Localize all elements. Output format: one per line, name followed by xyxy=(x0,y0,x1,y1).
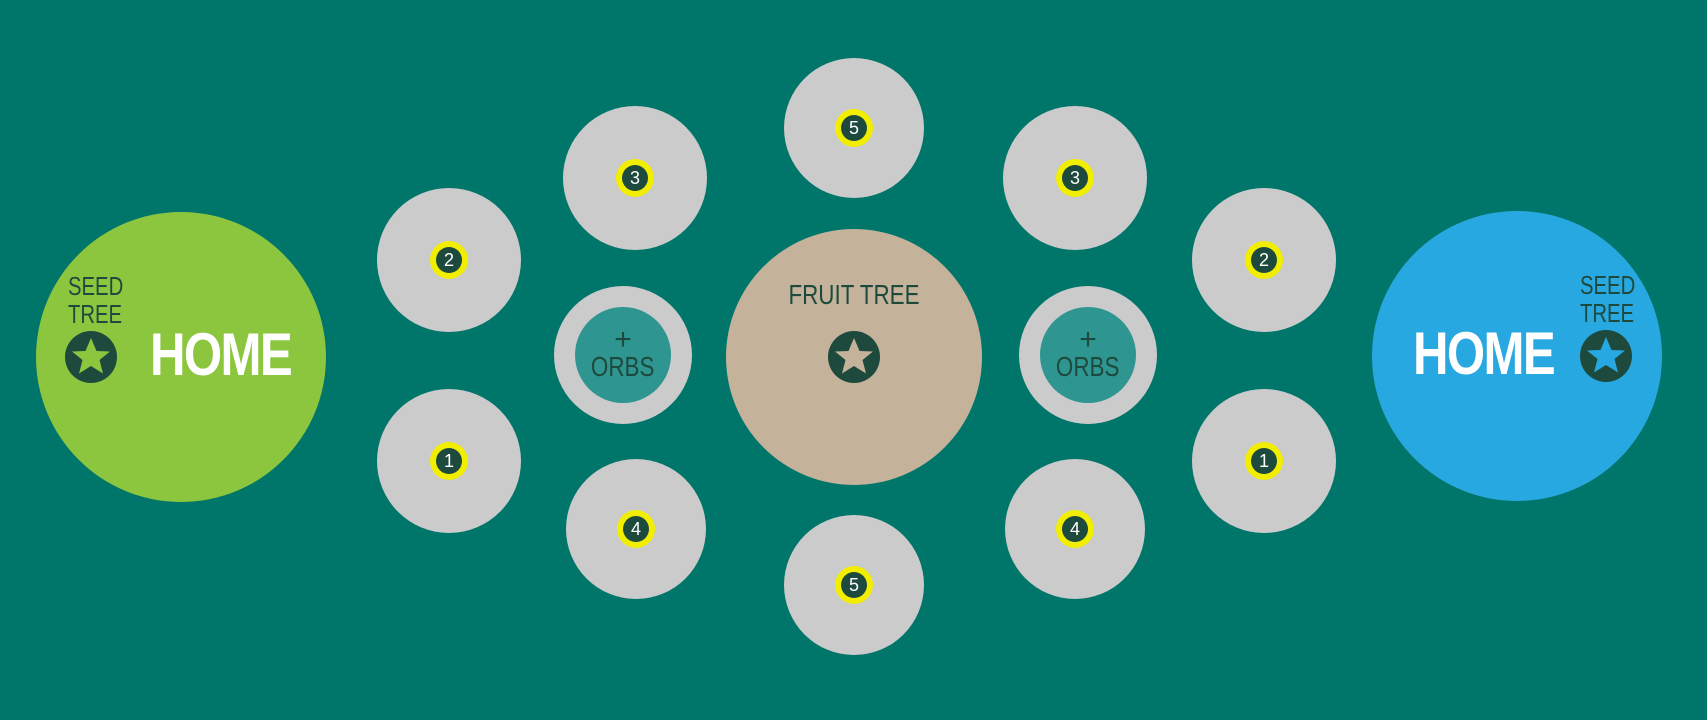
badge-ring: 1 xyxy=(430,442,468,480)
badge-ring: 5 xyxy=(835,109,873,147)
badge-ring: 4 xyxy=(1056,510,1094,548)
node-right-1: 1 xyxy=(1192,389,1336,533)
node-left-1: 1 xyxy=(377,389,521,533)
node-top-5: 5 xyxy=(784,58,924,198)
home-label-right: HOME xyxy=(1413,320,1556,387)
badge-ring: 2 xyxy=(430,241,468,279)
node-left-3: 3 xyxy=(563,106,707,250)
fruit-tree: FRUIT TREE xyxy=(726,229,982,485)
node-right-3: 3 xyxy=(1003,106,1147,250)
badge-ring: 2 xyxy=(1245,241,1283,279)
node-right-2: 2 xyxy=(1192,188,1336,332)
badge-ring: 5 xyxy=(835,566,873,604)
orbs-spawn-right: + ORBS xyxy=(1019,286,1157,424)
seed-tree-label-left: SEED TREE xyxy=(68,271,124,329)
seed-tree-label-right: SEED TREE xyxy=(1580,270,1636,328)
orbs-label-right: ORBS xyxy=(1056,351,1120,382)
node-left-4: 4 xyxy=(566,459,706,599)
node-left-2: 2 xyxy=(377,188,521,332)
badge-ring: 1 xyxy=(1245,442,1283,480)
home-base-left: SEED TREE HOME xyxy=(36,212,326,502)
plus-icon: + xyxy=(614,323,632,356)
badge-ring: 4 xyxy=(617,510,655,548)
orbs-label-left: ORBS xyxy=(591,351,655,382)
orbs-core-right: + ORBS xyxy=(1040,307,1136,403)
orbs-spawn-left: + ORBS xyxy=(554,286,692,424)
node-right-4: 4 xyxy=(1005,459,1145,599)
home-base-right: SEED TREE HOME xyxy=(1372,211,1662,501)
star-icon xyxy=(64,330,118,389)
badge-ring: 3 xyxy=(616,159,654,197)
star-icon xyxy=(1579,329,1633,388)
badge-ring: 3 xyxy=(1056,159,1094,197)
star-icon xyxy=(827,330,881,389)
orbs-core-left: + ORBS xyxy=(575,307,671,403)
home-label-left: HOME xyxy=(150,321,293,388)
fruit-tree-label: FRUIT TREE xyxy=(788,279,920,310)
node-bottom-5: 5 xyxy=(784,515,924,655)
plus-icon: + xyxy=(1079,323,1097,356)
